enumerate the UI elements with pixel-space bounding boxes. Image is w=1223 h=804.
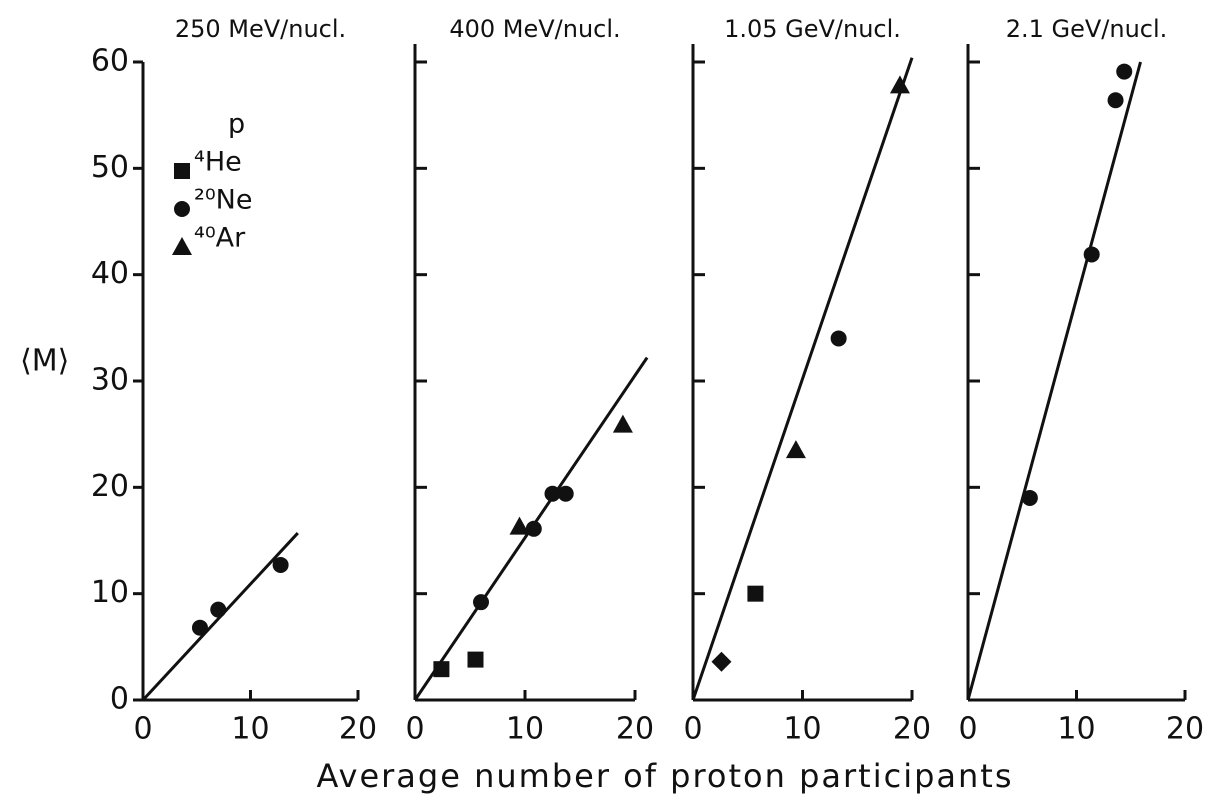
marker-circle [210, 601, 227, 618]
y-tick-label: 40 [91, 256, 129, 291]
marker-circle [544, 485, 561, 502]
y-tick-label: 20 [91, 469, 129, 504]
x-tick-label: 0 [405, 712, 424, 747]
x-tick-label: 0 [133, 712, 152, 747]
marker-triangle [889, 75, 910, 94]
marker-diamond [711, 651, 732, 672]
legend-label: p [228, 109, 245, 140]
legend-label: ⁴⁰Ar [194, 223, 246, 254]
x-tick-label: 0 [683, 712, 702, 747]
x-axis-label: Average number of proton participants [317, 757, 1014, 795]
marker-square [433, 661, 450, 678]
legend-marker [174, 201, 190, 217]
marker-triangle [509, 516, 530, 535]
marker-circle [473, 594, 489, 611]
panel-title: 1.05 GeV/nucl. [724, 15, 901, 43]
marker-triangle [612, 414, 633, 433]
x-tick-label: 10 [231, 712, 269, 747]
fit-line [966, 61, 1142, 701]
x-tick-label: 20 [616, 712, 654, 747]
marker-triangle [785, 440, 806, 459]
marker-circle [1107, 92, 1124, 109]
marker-circle [191, 619, 208, 636]
panel-title: 250 MeV/nucl. [175, 15, 346, 43]
marker-circle [830, 330, 847, 347]
y-axis-label: ⟨M⟩ [20, 344, 69, 379]
marker-circle [1083, 246, 1100, 263]
x-tick-label: 0 [958, 712, 977, 747]
marker-square [747, 585, 764, 602]
fit-line [691, 57, 914, 701]
panel-title: 400 MeV/nucl. [449, 15, 620, 43]
y-tick-label: 10 [91, 575, 129, 610]
marker-circle [1021, 489, 1038, 506]
x-tick-label: 10 [783, 712, 821, 747]
legend-marker [172, 237, 192, 255]
legend-marker [174, 163, 190, 179]
legend-label: ²⁰Ne [194, 185, 252, 216]
x-tick-label: 20 [339, 712, 377, 747]
x-tick-label: 10 [506, 712, 544, 747]
marker-circle [272, 556, 289, 573]
marker-circle [525, 520, 542, 537]
y-tick-label: 50 [91, 150, 129, 185]
y-tick-label: 60 [91, 44, 129, 79]
legend-label: ⁴He [194, 147, 242, 178]
panel-title: 2.1 GeV/nucl. [1006, 15, 1168, 43]
y-tick-label: 30 [91, 363, 129, 398]
marker-square [467, 651, 484, 668]
x-tick-label: 20 [893, 712, 931, 747]
x-tick-label: 20 [1166, 712, 1204, 747]
y-tick-label: 0 [110, 682, 129, 717]
marker-circle [1116, 63, 1133, 80]
marker-circle [557, 485, 574, 502]
x-tick-label: 10 [1057, 712, 1095, 747]
